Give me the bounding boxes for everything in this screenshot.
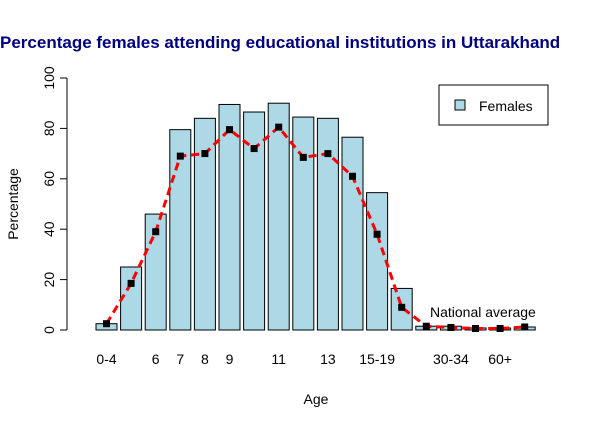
bar: [243, 111, 266, 331]
bar: [267, 102, 290, 331]
y-tick-label: 40: [41, 221, 57, 237]
y-tick-label: 100: [41, 66, 57, 90]
y-tick-label: 0: [41, 326, 57, 334]
average-point: [398, 303, 406, 311]
bar: [341, 136, 364, 331]
average-point: [447, 323, 455, 331]
x-tick-label: 15-19: [359, 351, 395, 367]
x-tick-label: 9: [226, 351, 234, 367]
bar: [169, 129, 192, 331]
average-point: [422, 322, 430, 330]
legend: Females: [438, 84, 549, 126]
average-point: [152, 228, 160, 236]
average-point: [324, 150, 332, 158]
average-point: [472, 324, 479, 332]
x-tick-labels: 0-4 6 7 8 9 11 13 15-19 30-34 60+: [96, 351, 512, 367]
x-tick-label: 6: [152, 351, 160, 367]
average-line: [103, 123, 529, 332]
average-line-path: [105, 124, 525, 330]
x-tick-label: 0-4: [96, 351, 116, 367]
legend-swatch: [454, 99, 466, 111]
legend-label: Females: [479, 98, 533, 114]
average-point: [496, 324, 504, 332]
x-tick-label: 11: [271, 351, 286, 367]
x-tick-label: 13: [320, 351, 336, 367]
bars: [95, 102, 536, 331]
average-point: [275, 123, 283, 131]
y-tick-label: 60: [41, 171, 57, 187]
average-point: [349, 172, 356, 180]
average-point: [226, 126, 233, 134]
average-point: [373, 230, 381, 238]
bar: [292, 116, 315, 331]
bar: [120, 266, 143, 331]
average-point: [250, 145, 258, 153]
bar: [218, 103, 241, 331]
x-tick-label: 8: [201, 351, 209, 367]
average-point: [201, 150, 209, 158]
average-point: [103, 320, 110, 328]
annotation-national-average: National average: [430, 304, 536, 320]
x-tick-label: 7: [176, 351, 184, 367]
average-point: [176, 152, 184, 160]
chart-title: Percentage females attending educational…: [0, 33, 560, 52]
y-tick-label: 80: [41, 120, 57, 136]
bar: [193, 117, 216, 331]
average-point: [521, 323, 529, 331]
average-point: [299, 153, 307, 161]
y-axis-label: Percentage: [5, 168, 21, 240]
y-tick-label: 20: [41, 272, 57, 288]
average-point: [127, 279, 135, 287]
x-tick-label: 60+: [488, 351, 512, 367]
y-axis: 0 20 40 60 80 100: [41, 66, 68, 334]
bar: [316, 117, 339, 331]
x-tick-label: 30-34: [433, 351, 469, 367]
x-axis-label: Age: [304, 391, 329, 407]
